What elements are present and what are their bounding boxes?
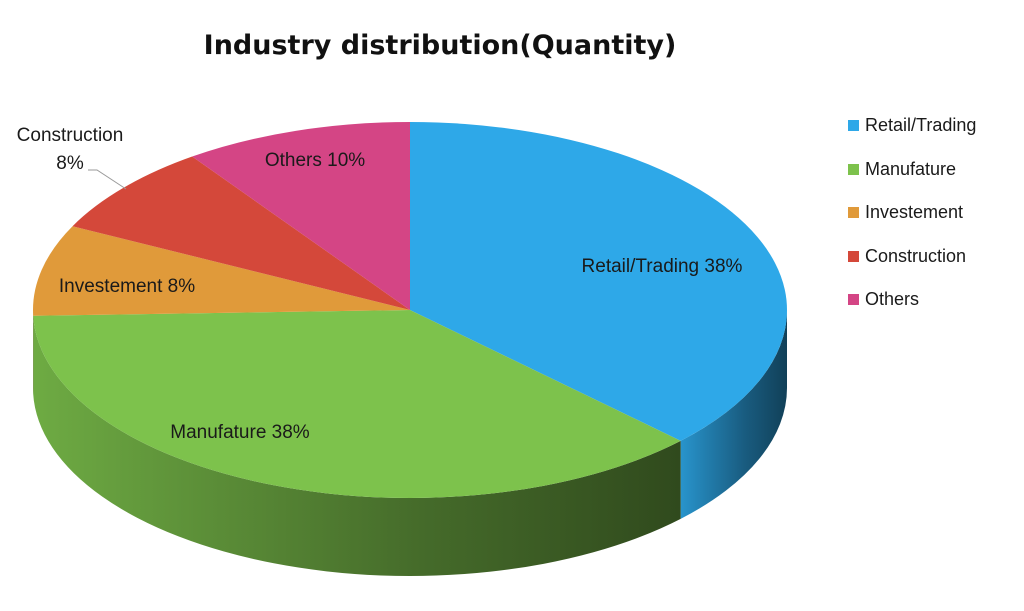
legend-label: Investement: [865, 202, 964, 223]
slice-investement[interactable]: [33, 226, 411, 316]
leader-line-construction: [88, 169, 127, 190]
legend-item-investement[interactable]: Investement: [848, 191, 976, 235]
slice-retail-trading[interactable]: [410, 122, 787, 441]
legend-item-others[interactable]: Others: [848, 278, 976, 322]
legend-swatch: [848, 120, 859, 132]
legend-label: Retail/Trading: [865, 115, 977, 136]
slice-construction[interactable]: [72, 156, 410, 310]
pie-labels: Retail/Trading 38% Manufature 38% Investem…: [17, 125, 743, 443]
data-label-construction-name: Construction: [17, 125, 124, 146]
data-label-investement: Investement 8%: [59, 276, 195, 297]
legend-item-retail-trading[interactable]: Retail/Trading: [848, 104, 976, 148]
data-label-others: Others 10%: [265, 150, 365, 171]
slice-manufature[interactable]: [33, 310, 681, 498]
legend-label: Others: [865, 289, 920, 310]
legend-item-manufature[interactable]: Manufature: [848, 148, 976, 192]
legend-item-construction[interactable]: Construction: [848, 235, 976, 279]
legend-label: Manufature: [865, 158, 957, 179]
chart-title: Industry distribution(Quantity): [203, 30, 677, 61]
data-label-manufature: Manufature 38%: [170, 422, 310, 443]
data-label-retail-trading: Retail/Trading 38%: [582, 256, 743, 277]
slice-others[interactable]: [192, 122, 410, 310]
legend-swatch: [848, 294, 859, 306]
legend: Retail/Trading Manufature Investement Co…: [848, 104, 976, 322]
slice-side-retail-trading: [680, 310, 787, 519]
pie-tops: [33, 122, 787, 498]
legend-label: Construction: [865, 245, 967, 266]
legend-swatch: [848, 250, 859, 262]
slice-side-manufature: [33, 315, 681, 576]
data-label-construction-value: 8%: [56, 153, 84, 174]
legend-swatch: [848, 163, 859, 175]
legend-swatch: [848, 207, 859, 219]
pie-sides: [33, 310, 787, 576]
